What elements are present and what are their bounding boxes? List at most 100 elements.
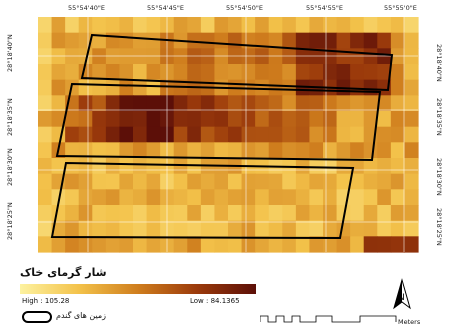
raster-cell — [119, 189, 134, 206]
raster-cell — [200, 111, 216, 128]
raster-cell — [228, 32, 243, 49]
raster-cell — [146, 142, 161, 159]
raster-cell — [187, 64, 202, 81]
raster-cell — [173, 236, 188, 253]
lat-label: 28°18'25"N — [435, 208, 443, 246]
raster-cell — [309, 189, 324, 206]
raster-cell — [133, 79, 148, 96]
raster-cell — [404, 173, 419, 190]
raster-cell — [105, 17, 121, 34]
raster-cell — [51, 32, 66, 49]
raster-cell — [268, 111, 283, 128]
raster-cell — [38, 64, 53, 81]
raster-cell — [119, 173, 134, 190]
raster-cell — [363, 95, 378, 112]
raster-cell — [295, 236, 311, 253]
raster-cell — [78, 79, 93, 96]
raster-cell — [241, 142, 256, 159]
raster-cell — [200, 205, 216, 222]
raster-cell — [323, 142, 338, 159]
legend-title: شار گرمای خاک — [20, 266, 107, 279]
raster-cell — [38, 17, 53, 34]
raster-cell — [255, 79, 270, 96]
legend-field-label: زمین های گندم — [56, 311, 107, 320]
raster-cell — [255, 189, 270, 206]
raster-cell — [404, 32, 419, 49]
raster-cell — [133, 158, 148, 175]
raster-cell — [404, 126, 419, 143]
field-outline-north — [80, 33, 394, 92]
raster-cell — [323, 173, 338, 190]
raster-cell — [214, 17, 229, 34]
raster-cell — [78, 205, 93, 222]
raster-cell — [51, 205, 66, 222]
raster-cell — [323, 32, 338, 49]
raster-cell — [255, 142, 270, 159]
raster-cell — [323, 205, 338, 222]
raster-cell — [187, 189, 202, 206]
raster-cell — [119, 79, 134, 96]
raster-cell — [133, 126, 148, 143]
raster-cell — [309, 158, 324, 175]
raster-cell — [187, 32, 202, 49]
raster-cell — [323, 189, 338, 206]
raster-cell — [323, 95, 338, 112]
raster-cell — [377, 158, 392, 175]
raster-cell — [214, 189, 229, 206]
lon-label: 55°54'40"E — [68, 4, 105, 12]
raster-cell — [228, 236, 243, 253]
lon-label: 55°55'0"E — [384, 4, 417, 12]
raster-cell — [295, 220, 311, 237]
graticule — [38, 17, 418, 252]
raster-cell — [404, 64, 419, 81]
raster-cell — [309, 64, 324, 81]
raster-cell — [241, 236, 256, 253]
raster-cell — [133, 64, 148, 81]
raster-cell — [323, 64, 338, 81]
raster-cell — [295, 32, 311, 49]
raster-cell — [295, 79, 311, 96]
raster-cell — [146, 220, 161, 237]
raster-cell — [390, 126, 406, 143]
raster-cell — [78, 142, 93, 159]
raster-cell — [214, 32, 229, 49]
scale-bar — [260, 315, 397, 323]
lat-label: 28°18'35"N — [6, 98, 14, 136]
raster-cell — [350, 17, 365, 34]
raster-cell — [200, 173, 216, 190]
raster-cell — [377, 32, 392, 49]
raster-cell — [295, 126, 311, 143]
raster-cell — [119, 142, 134, 159]
raster-cell — [214, 236, 229, 253]
raster-cell — [200, 189, 216, 206]
raster-cell — [295, 205, 311, 222]
raster-cell — [78, 17, 93, 34]
raster-cell — [51, 17, 66, 34]
raster-cell — [146, 126, 161, 143]
color-ramp — [20, 284, 256, 294]
raster-cell — [390, 95, 406, 112]
raster-cell — [363, 236, 378, 253]
raster-cell — [65, 205, 80, 222]
raster-cell — [363, 220, 378, 237]
raster-cell — [92, 111, 107, 128]
raster-cell — [51, 111, 66, 128]
raster-cell — [228, 111, 243, 128]
raster-cell — [295, 17, 311, 34]
raster-cell — [65, 17, 80, 34]
raster-cell — [295, 95, 311, 112]
raster-cell — [377, 111, 392, 128]
raster-cell — [336, 142, 351, 159]
legend-low-label: Low : 84.1365 — [190, 297, 240, 305]
raster-cell — [187, 205, 202, 222]
raster-cell — [133, 32, 148, 49]
raster-cell — [119, 205, 134, 222]
raster-cell — [363, 205, 378, 222]
raster-cell — [173, 189, 188, 206]
raster-cell — [65, 236, 80, 253]
raster-cell — [119, 236, 134, 253]
raster-cell — [65, 64, 80, 81]
raster-cell — [146, 205, 161, 222]
raster-cell — [105, 158, 121, 175]
raster-cell — [404, 236, 419, 253]
